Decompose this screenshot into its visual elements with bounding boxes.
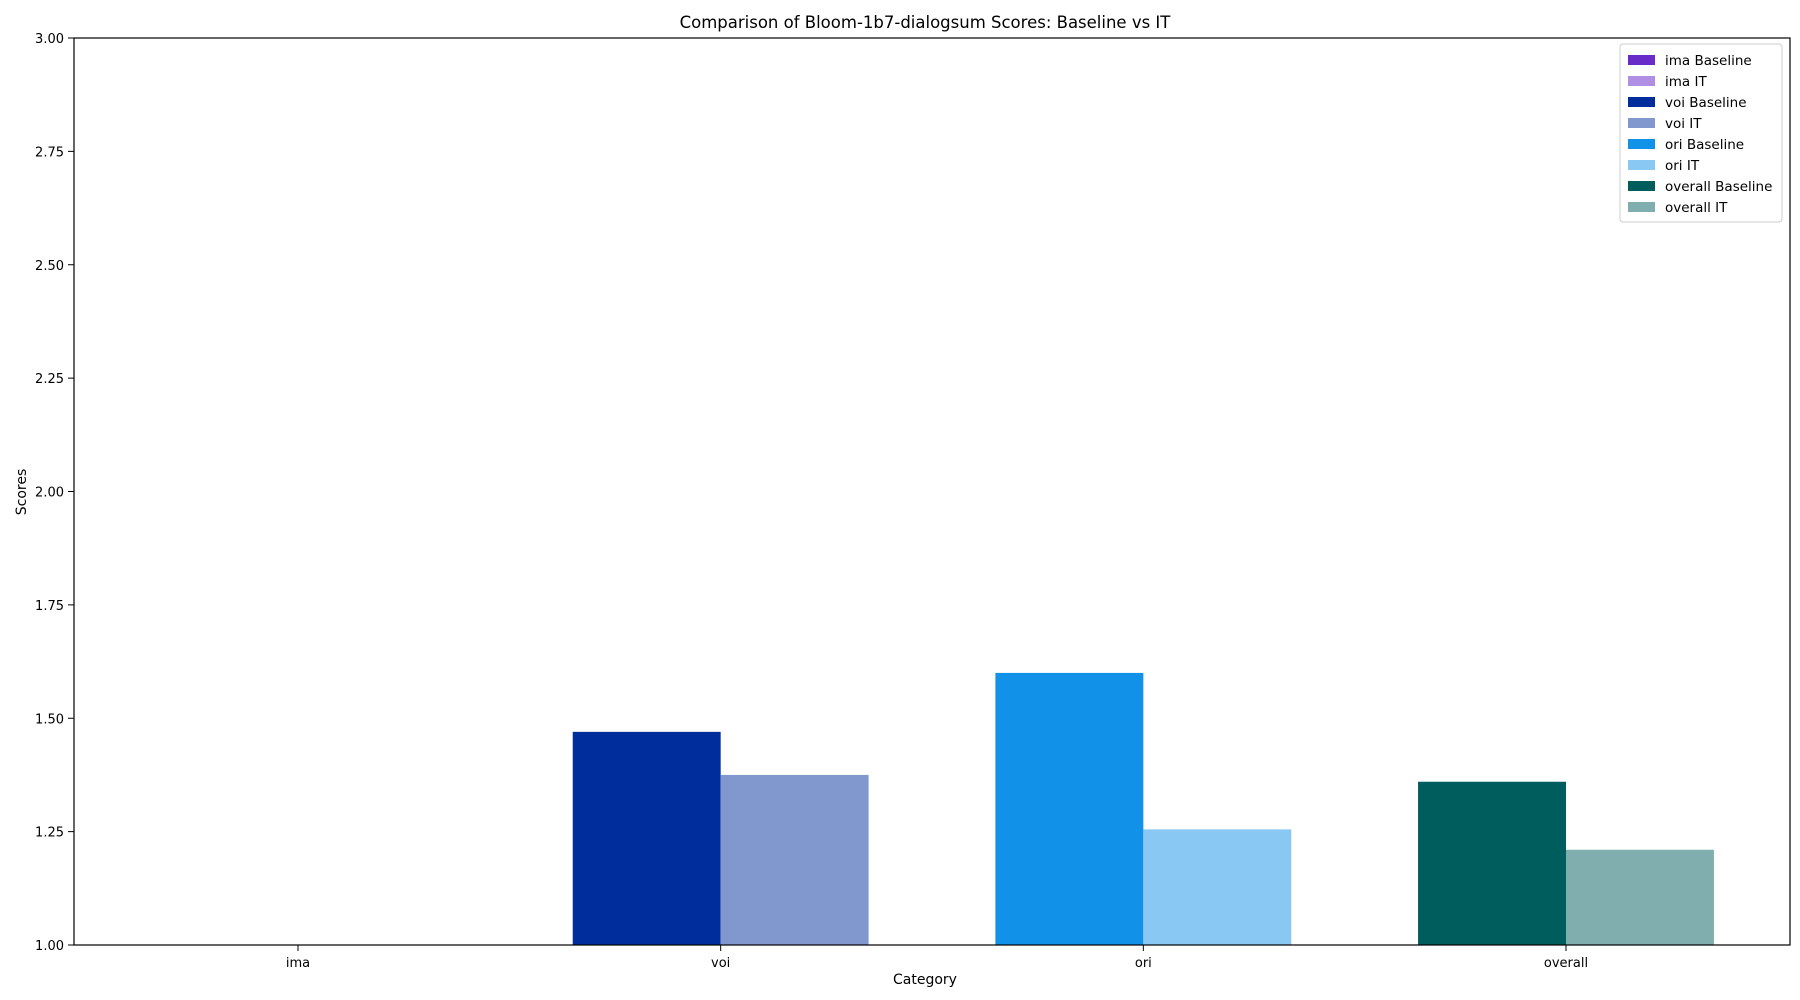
- x-tick-label: voi: [711, 956, 730, 971]
- y-axis-label: Scores: [14, 469, 30, 516]
- bar-ori-it: [1143, 829, 1292, 945]
- bar-overall-it: [1565, 849, 1714, 945]
- legend-swatch: [1628, 202, 1655, 212]
- legend: ima Baseline ima IT voi Baseline voi IT ori …: [1619, 43, 1783, 223]
- legend-swatch: [1628, 118, 1655, 128]
- y-tick-label: 1.25: [35, 826, 64, 841]
- plot-frame: [73, 37, 1791, 946]
- y-tick-label: 1.00: [35, 939, 64, 954]
- legend-swatch: [1628, 160, 1655, 170]
- legend-entry-label: voi IT: [1665, 116, 1702, 132]
- legend-entry-label: overall Baseline: [1665, 179, 1772, 195]
- y-tick-label: 2.00: [35, 486, 64, 501]
- legend-swatch: [1628, 55, 1655, 65]
- y-tick-label: 1.75: [35, 599, 64, 614]
- x-tick-label: ima: [286, 956, 310, 971]
- legend-entry-label: voi Baseline: [1665, 95, 1747, 111]
- bar-voi-baseline: [572, 731, 721, 945]
- legend-entry-label: ori IT: [1665, 158, 1700, 174]
- bar-overall-baseline: [1418, 781, 1566, 945]
- x-tick-label: overall: [1544, 956, 1588, 971]
- legend-swatch: [1628, 139, 1655, 149]
- legend-swatch: [1628, 181, 1655, 191]
- legend-entry-label: ori Baseline: [1665, 137, 1744, 153]
- legend-box: [1619, 43, 1783, 223]
- legend-entry-label: ima IT: [1665, 74, 1707, 90]
- bar-voi-it: [720, 774, 869, 945]
- y-tick-label: 2.50: [35, 259, 64, 274]
- chart-title: Comparison of Bloom-1b7-dialogsum Scores…: [680, 13, 1172, 32]
- x-axis-label: Category: [893, 972, 957, 988]
- legend-swatch: [1628, 97, 1655, 107]
- legend-swatch: [1628, 76, 1655, 86]
- y-tick-label: 1.50: [35, 712, 64, 727]
- x-tick-label: ori: [1135, 956, 1152, 971]
- y-tick-label: 3.00: [35, 32, 64, 47]
- y-tick-label: 2.25: [35, 372, 64, 387]
- legend-entry-label: overall IT: [1665, 200, 1728, 216]
- bar-ori-baseline: [995, 672, 1144, 945]
- y-tick-label: 2.75: [35, 145, 64, 160]
- plot-area: 1.00 1.25 1.50 1.75 2.00 2.25 2.50 2.75 3.00 ima v…: [35, 32, 1791, 971]
- legend-entry-label: ima Baseline: [1665, 53, 1752, 69]
